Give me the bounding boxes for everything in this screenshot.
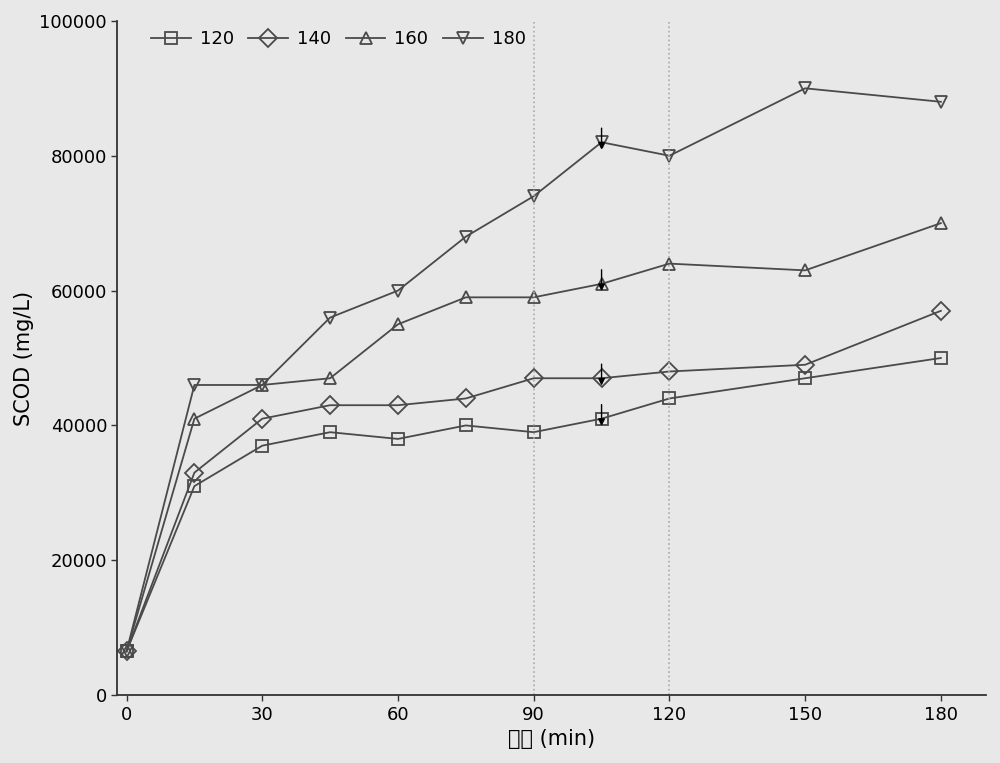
Legend: 120, 140, 160, 180: 120, 140, 160, 180 <box>144 23 533 56</box>
180 <box>324 313 336 322</box>
160 <box>256 381 268 390</box>
140 <box>188 468 200 477</box>
180 <box>528 192 540 201</box>
120 <box>324 427 336 436</box>
180 <box>121 647 133 656</box>
120 <box>663 394 675 403</box>
120 <box>596 414 608 423</box>
120 <box>188 481 200 491</box>
120 <box>935 353 947 362</box>
160 <box>121 647 133 656</box>
140 <box>392 401 404 410</box>
140 <box>460 394 472 403</box>
Line: 160: 160 <box>120 217 947 658</box>
180 <box>460 232 472 241</box>
120 <box>799 374 811 383</box>
160 <box>324 374 336 383</box>
160 <box>392 320 404 329</box>
180 <box>188 381 200 390</box>
180 <box>256 381 268 390</box>
140 <box>121 647 133 656</box>
120 <box>121 647 133 656</box>
140 <box>324 401 336 410</box>
120 <box>528 427 540 436</box>
120 <box>256 441 268 450</box>
140 <box>596 374 608 383</box>
Line: 180: 180 <box>120 82 947 658</box>
160 <box>935 218 947 227</box>
160 <box>799 266 811 275</box>
160 <box>188 414 200 423</box>
180 <box>663 151 675 160</box>
140 <box>528 374 540 383</box>
180 <box>799 84 811 93</box>
140 <box>663 367 675 376</box>
120 <box>460 421 472 430</box>
120 <box>392 434 404 443</box>
180 <box>392 286 404 295</box>
140 <box>799 360 811 369</box>
X-axis label: 时间 (min): 时间 (min) <box>508 729 595 749</box>
160 <box>663 259 675 269</box>
160 <box>528 293 540 302</box>
Line: 120: 120 <box>120 352 947 658</box>
Y-axis label: SCOD (mg/L): SCOD (mg/L) <box>14 291 34 426</box>
Line: 140: 140 <box>120 304 947 658</box>
180 <box>935 97 947 106</box>
160 <box>596 279 608 288</box>
140 <box>256 414 268 423</box>
180 <box>596 137 608 146</box>
160 <box>460 293 472 302</box>
140 <box>935 306 947 315</box>
